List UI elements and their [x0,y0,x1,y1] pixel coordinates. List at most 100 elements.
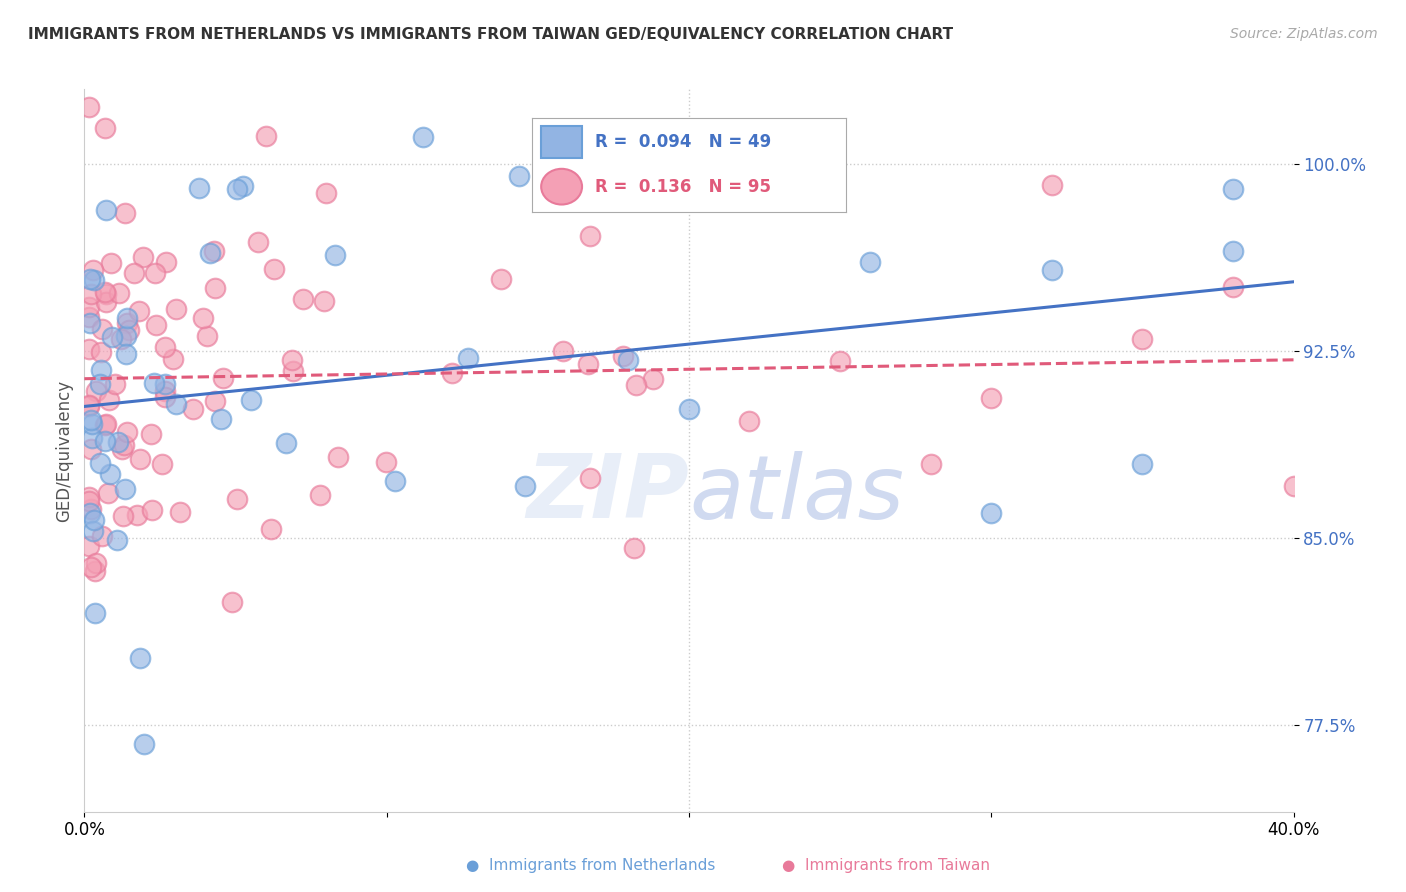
Point [309,488,332,502]
Point [374,455,396,469]
Point [232,179,254,194]
Point [617,353,640,368]
Point [77,539,100,553]
Point [114,482,136,496]
Point [79,310,101,324]
Point [80,413,103,427]
Point [191,311,214,326]
Point [114,206,136,220]
Text: atlas: atlas [689,450,904,537]
Point [79,316,101,330]
Point [77,300,100,314]
Point [489,271,512,285]
Point [187,181,209,195]
Point [165,301,187,316]
Point [90,363,112,377]
Point [93,418,115,433]
Point [226,492,249,507]
Point [84,606,107,620]
Point [104,376,127,391]
Point [246,235,269,249]
Point [323,248,346,262]
Point [83,273,105,287]
Point [94,285,117,299]
Point [77,100,100,114]
Point [129,651,152,665]
Point [114,329,136,343]
Point [139,427,162,442]
Point [97,486,120,500]
Point [281,364,304,378]
Point [100,255,122,269]
Point [623,541,645,555]
Point [204,281,226,295]
Point [274,436,297,450]
Point [553,344,575,359]
Point [77,343,100,357]
Point [202,244,225,258]
Point [225,182,247,196]
Point [292,292,315,306]
Point [254,128,277,143]
Point [1040,263,1063,277]
Point [112,438,135,452]
Point [79,286,101,301]
Point [980,506,1002,520]
Point [457,351,479,365]
Point [281,353,304,368]
Point [441,366,464,380]
Point [80,502,103,516]
Point [579,471,602,485]
Point [145,266,167,280]
Point [641,372,664,386]
Text: IMMIGRANTS FROM NETHERLANDS VS IMMIGRANTS FROM TAIWAN GED/EQUIVALENCY CORRELATIO: IMMIGRANTS FROM NETHERLANDS VS IMMIGRANT… [28,27,953,42]
Point [132,250,155,264]
Point [77,494,100,508]
Point [91,529,114,543]
Point [150,457,173,471]
Point [94,434,117,449]
Text: Source: ZipAtlas.com: Source: ZipAtlas.com [1230,27,1378,41]
Point [115,317,138,331]
Point [143,376,166,390]
Point [612,349,634,363]
Point [1132,332,1154,346]
Point [77,490,100,504]
Point [200,246,222,260]
Point [90,345,112,359]
Point [84,564,107,578]
Point [127,508,149,523]
Point [141,503,163,517]
Point [83,513,105,527]
Text: ●  Immigrants from Taiwan: ● Immigrants from Taiwan [782,858,990,872]
Point [80,417,103,431]
Point [94,286,117,301]
Point [830,353,852,368]
Point [1132,457,1154,471]
Point [84,384,107,399]
Point [153,384,176,398]
Point [79,272,101,286]
Point [128,304,150,318]
Text: ZIP: ZIP [526,450,689,537]
Point [1222,280,1244,294]
Point [315,186,337,201]
Point [1222,182,1244,196]
Point [859,255,882,269]
Point [263,261,285,276]
Point [508,169,530,183]
Point [98,467,121,481]
Y-axis label: GED/Equivalency: GED/Equivalency [55,379,73,522]
Point [80,560,103,574]
Point [260,522,283,536]
Point [110,442,132,456]
Point [89,456,111,470]
Point [579,228,602,243]
Point [86,556,108,570]
Point [1282,478,1305,492]
Point [195,329,218,343]
Point [169,505,191,519]
Point [89,376,111,391]
Point [155,376,177,391]
Point [132,738,155,752]
